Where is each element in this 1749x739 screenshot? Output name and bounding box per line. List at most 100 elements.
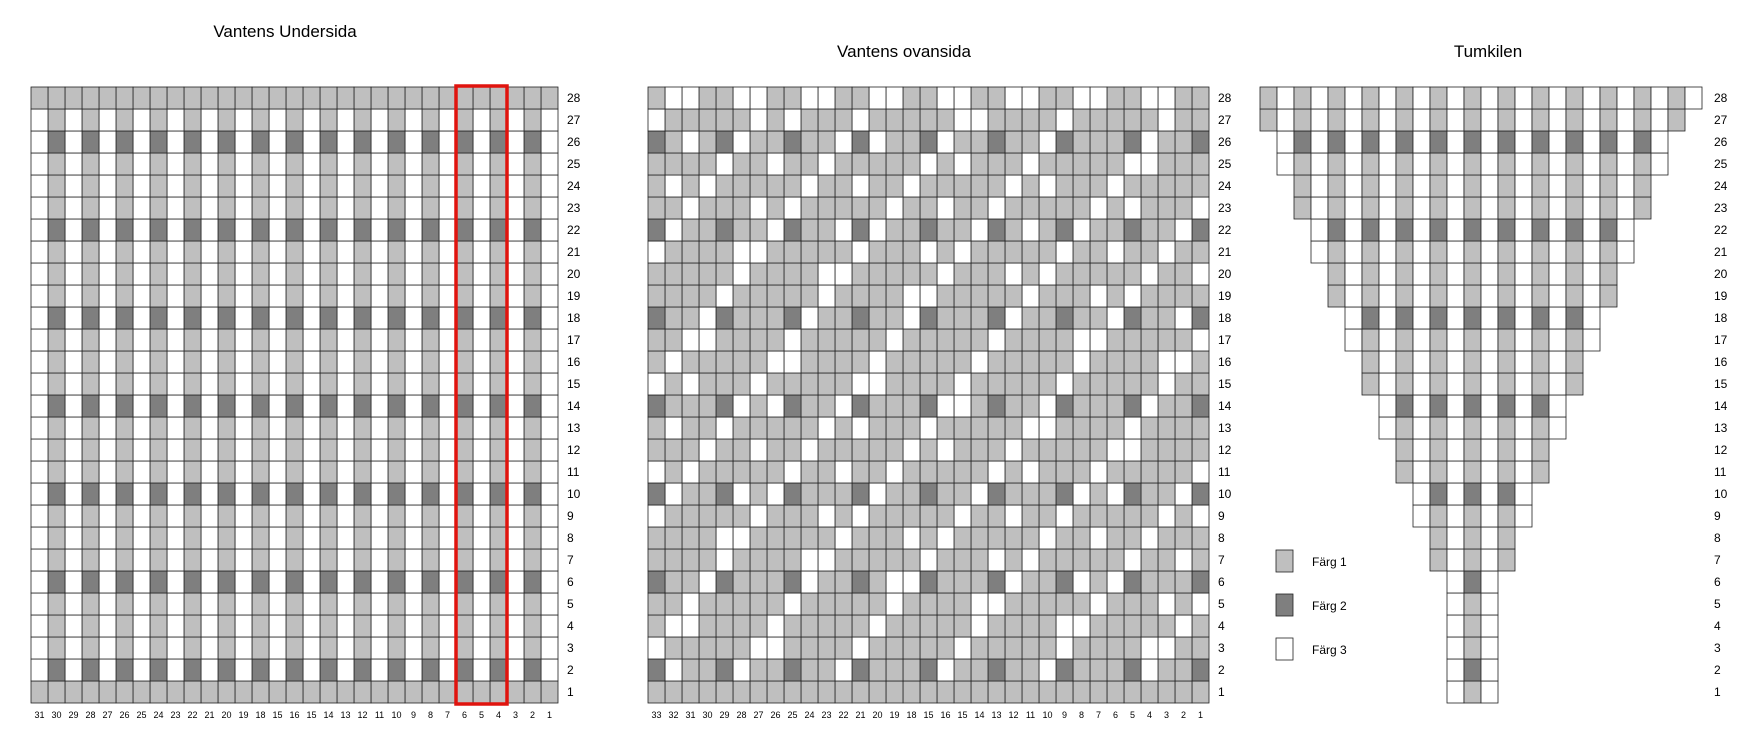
stitch-cell	[47, 680, 66, 704]
stitch-cell	[1633, 152, 1652, 176]
stitch-cell	[817, 416, 836, 440]
stitch-cell	[1548, 240, 1567, 264]
stitch-cell	[1072, 372, 1091, 396]
column-number: 9	[411, 710, 416, 720]
stitch-cell	[98, 592, 117, 616]
stitch-cell	[489, 152, 508, 176]
stitch-cell	[81, 548, 100, 572]
stitch-cell	[1072, 548, 1091, 572]
stitch-cell	[455, 372, 474, 396]
stitch-cell	[370, 328, 389, 352]
stitch-cell	[336, 592, 355, 616]
stitch-cell	[1038, 636, 1057, 660]
stitch-cell	[1378, 218, 1397, 242]
stitch-cell	[1021, 460, 1040, 484]
stitch-cell	[1565, 284, 1584, 308]
stitch-cell	[1089, 262, 1108, 286]
stitch-cell	[936, 526, 955, 550]
stitch-cell	[268, 658, 287, 682]
stitch-cell	[98, 570, 117, 594]
stitch-cell	[404, 130, 423, 154]
stitch-cell	[81, 614, 100, 638]
stitch-cell	[749, 438, 768, 462]
row-number: 12	[1218, 443, 1232, 457]
stitch-cell	[1038, 504, 1057, 528]
stitch-cell	[149, 306, 168, 330]
stitch-cell	[217, 108, 236, 132]
row-number: 15	[1714, 377, 1728, 391]
stitch-cell	[81, 372, 100, 396]
stitch-cell	[1191, 680, 1210, 704]
stitch-cell	[115, 526, 134, 550]
stitch-cell	[506, 306, 525, 330]
stitch-cell	[64, 306, 83, 330]
stitch-cell	[506, 108, 525, 132]
row-number: 14	[1714, 399, 1728, 413]
stitch-cell	[783, 680, 802, 704]
stitch-cell	[1463, 350, 1482, 374]
column-number: 5	[479, 710, 484, 720]
stitch-cell	[1055, 504, 1074, 528]
stitch-cell	[902, 416, 921, 440]
stitch-cell	[715, 218, 734, 242]
stitch-cell	[540, 174, 559, 198]
stitch-cell	[132, 570, 151, 594]
stitch-cell	[1106, 306, 1125, 330]
stitch-cell	[664, 504, 683, 528]
stitch-cell	[251, 372, 270, 396]
stitch-cell	[987, 152, 1006, 176]
stitch-cell	[506, 152, 525, 176]
stitch-cell	[902, 614, 921, 638]
stitch-cell	[217, 658, 236, 682]
stitch-cell	[1446, 592, 1465, 616]
stitch-cell	[251, 460, 270, 484]
row-number: 18	[1218, 311, 1232, 325]
stitch-cell	[1157, 306, 1176, 330]
stitch-cell	[987, 174, 1006, 198]
stitch-cell	[336, 416, 355, 440]
stitch-cell	[1157, 130, 1176, 154]
stitch-cell	[64, 416, 83, 440]
stitch-cell	[251, 504, 270, 528]
stitch-cell	[234, 284, 253, 308]
stitch-cell	[698, 174, 717, 198]
stitch-cell	[1429, 152, 1448, 176]
stitch-cell	[834, 86, 853, 110]
stitch-cell	[200, 218, 219, 242]
stitch-cell	[800, 174, 819, 198]
stitch-cell	[1463, 592, 1482, 616]
stitch-cell	[1310, 218, 1329, 242]
stitch-cell	[64, 284, 83, 308]
stitch-cell	[183, 306, 202, 330]
stitch-cell	[783, 592, 802, 616]
stitch-cell	[851, 174, 870, 198]
column-number: 21	[204, 710, 214, 720]
stitch-cell	[421, 108, 440, 132]
stitch-cell	[868, 438, 887, 462]
stitch-cell	[404, 328, 423, 352]
stitch-cell	[1599, 130, 1618, 154]
stitch-cell	[234, 350, 253, 374]
stitch-cell	[1089, 680, 1108, 704]
stitch-cell	[1633, 196, 1652, 220]
stitch-cell	[217, 306, 236, 330]
stitch-cell	[987, 130, 1006, 154]
stitch-cell	[200, 680, 219, 704]
stitch-cell	[387, 108, 406, 132]
stitch-cell	[766, 350, 785, 374]
stitch-cell	[1480, 592, 1499, 616]
stitch-cell	[47, 108, 66, 132]
stitch-cell	[970, 548, 989, 572]
stitch-cell	[217, 636, 236, 660]
stitch-cell	[336, 108, 355, 132]
stitch-cell	[47, 372, 66, 396]
stitch-cell	[540, 152, 559, 176]
stitch-cell	[1446, 460, 1465, 484]
stitch-cell	[1310, 174, 1329, 198]
column-number: 28	[85, 710, 95, 720]
stitch-cell	[132, 658, 151, 682]
column-number: 23	[821, 710, 831, 720]
stitch-cell	[1429, 262, 1448, 286]
stitch-cell	[166, 680, 185, 704]
stitch-cell	[800, 262, 819, 286]
